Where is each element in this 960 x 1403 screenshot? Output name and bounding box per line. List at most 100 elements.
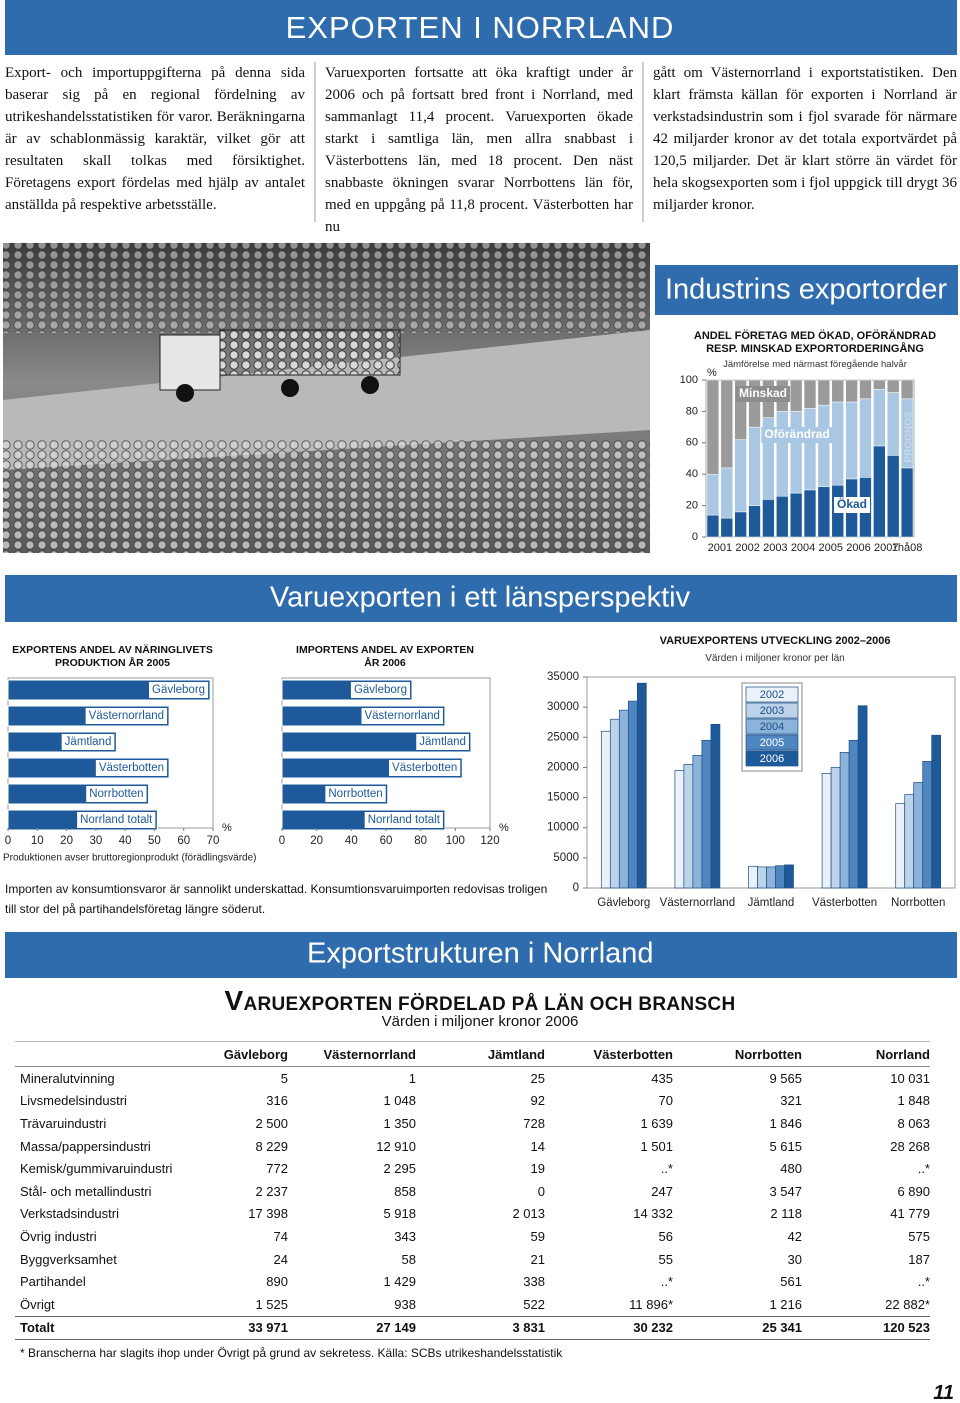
bar-segment <box>789 411 803 494</box>
bar-segment <box>706 379 720 475</box>
series-label: Ökad <box>837 496 867 511</box>
section-title: Varuexporten i ett länsperspektiv <box>270 582 691 614</box>
table-cell: 1 501 <box>640 1138 673 1154</box>
legend-swatch <box>745 750 799 767</box>
table-cell: 435 <box>651 1070 673 1086</box>
table-row: Partihandel 890 1 429 338 ..* 561 ..* <box>15 1270 930 1293</box>
table-cell: 5 <box>280 1070 288 1086</box>
table-cell: 30 <box>787 1251 802 1267</box>
bar-segment <box>859 379 872 400</box>
bar-label: Norrbotten <box>89 788 143 800</box>
table-cell: 1 525 <box>255 1296 288 1312</box>
x-tick-label: 2006 <box>846 542 870 554</box>
bar-segment <box>845 401 858 480</box>
table-footnote: * Branscherna har slagits ihop under Övr… <box>20 1346 563 1360</box>
bar-segment <box>803 379 817 409</box>
series-label-box <box>735 386 791 402</box>
column-header: Norrbotten <box>673 1041 802 1067</box>
bar-segment <box>900 379 914 400</box>
bar <box>710 723 721 889</box>
table-cell: 772 <box>266 1161 288 1177</box>
table-cell: 938 <box>394 1296 416 1312</box>
table-cell: 56 <box>658 1228 673 1244</box>
x-tick-label: 60 <box>380 835 393 847</box>
x-unit: % <box>499 822 509 834</box>
bar <box>931 734 942 889</box>
photo-wheel <box>176 384 194 402</box>
row-label: Byggverksamhet <box>20 1251 117 1267</box>
x-unit: % <box>222 822 232 834</box>
x-tick-label: Norrbotten <box>891 897 945 909</box>
legend-swatch <box>745 702 799 719</box>
x-tick-label: 1hå08 <box>892 542 923 554</box>
legend-label: 2004 <box>760 721 784 733</box>
table-corner <box>15 1041 200 1067</box>
bar-label: Gävleborg <box>152 684 205 696</box>
bar-segment <box>734 511 747 538</box>
intro-column: gått om Västernorrland i exportstatistik… <box>653 65 957 213</box>
x-tick-label: 80 <box>414 835 427 847</box>
bar-label: Västerbotten <box>392 762 457 774</box>
y-tick-label: 20 <box>686 500 698 512</box>
bar <box>821 773 832 889</box>
bar <box>618 709 629 889</box>
bar-segment <box>803 408 817 491</box>
x-tick-label: 0 <box>5 835 11 847</box>
bar <box>636 682 647 889</box>
table-cell: 1 216 <box>769 1296 802 1312</box>
x-tick-label: 50 <box>148 835 161 847</box>
bar-label: Norrland totalt <box>80 814 153 826</box>
table-cell: 338 <box>523 1274 545 1290</box>
table-subtitle: Värden i miljoner kronor 2006 <box>381 1013 579 1030</box>
table-cell: 25 341 <box>673 1315 802 1341</box>
column-header: Västerbotten <box>545 1041 673 1067</box>
table-cell: 22 882* <box>885 1296 930 1312</box>
table-cell: 480 <box>780 1161 802 1177</box>
row-label: Stål- och metallindustri <box>20 1183 152 1199</box>
x-tick-label: 2001 <box>708 542 732 554</box>
y-tick-label: 0 <box>573 882 579 894</box>
column-header: Gävleborg <box>200 1041 288 1067</box>
table-cell: 575 <box>908 1228 930 1244</box>
table-cell: 0 <box>537 1183 545 1199</box>
row-label: Verkstadsindustri <box>20 1206 119 1222</box>
table-cell: 24 <box>273 1251 288 1267</box>
x-tick-label: 2005 <box>819 542 843 554</box>
table-cell: 42 <box>787 1228 802 1244</box>
x-tick-label: 30 <box>89 835 102 847</box>
table-cell: ..* <box>660 1161 673 1177</box>
y-tick-label: 0 <box>692 531 698 543</box>
chart-title: EXPORTENS ANDEL AV NÄRINGLIVETS PRODUKTI… <box>12 644 213 669</box>
annotation: PROGNOS <box>904 411 915 462</box>
bar-segment <box>831 401 844 486</box>
bar-segment <box>720 517 733 538</box>
y-tick-label: 100 <box>680 374 698 386</box>
x-tick-label: 40 <box>345 835 358 847</box>
x-tick-label: Gävleborg <box>597 897 650 909</box>
series-label-box <box>761 427 833 443</box>
chart-subtitle: Värden i miljoner kronor per län <box>705 653 845 664</box>
bar <box>748 865 758 889</box>
bar <box>895 803 906 889</box>
table-cell: 11 896* <box>629 1296 673 1312</box>
table-row: Trävaruindustri 2 500 1 350 728 1 639 1 846 8 … <box>15 1112 930 1135</box>
table-cell: 19 <box>530 1161 545 1177</box>
x-tick-label: 2004 <box>791 542 815 554</box>
legend-swatch <box>745 718 799 735</box>
y-tick-label: 35000 <box>547 671 579 683</box>
bar-segment <box>789 379 803 412</box>
bar <box>683 764 694 889</box>
photo-wheel <box>281 379 299 397</box>
bar-label: Västernorrland <box>89 710 164 722</box>
chart-title: Industrins exportorder <box>665 274 947 306</box>
bar-label: Jämtland <box>65 736 112 748</box>
export-table: Gävleborg Västernorrland Jämtland Västerbot… <box>15 1041 930 1341</box>
chart-subtitle: ANDEL FÖRETAG MED ÖKAD, OFÖRÄNDRAD RESP.… <box>693 330 937 355</box>
column-header: Norrland <box>802 1041 930 1067</box>
table-cell: 14 332 <box>633 1206 673 1222</box>
table-cell: 1 350 <box>383 1115 416 1131</box>
bar-label: Gävleborg <box>354 684 407 696</box>
y-tick-label: 15000 <box>547 792 579 804</box>
